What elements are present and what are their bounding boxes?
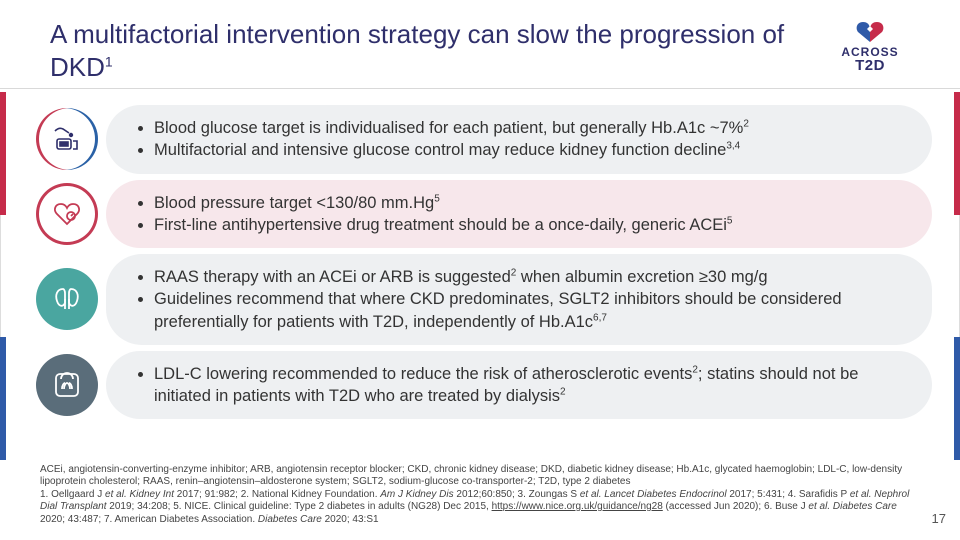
bullet: Blood pressure target <130/80 mm.Hg5 (154, 192, 906, 214)
bullet: LDL-C lowering recommended to reduce the… (154, 363, 906, 408)
row-bar: Blood glucose target is individualised f… (106, 105, 932, 174)
icon-wrap (28, 105, 106, 174)
row-bar: Blood pressure target <130/80 mm.Hg5 Fir… (106, 180, 932, 249)
slide-title: A multifactorial intervention strategy c… (50, 18, 800, 83)
bullet: First-line antihypertensive drug treatme… (154, 214, 906, 236)
row-glucose: Blood glucose target is individualised f… (28, 105, 932, 174)
row-raas: RAAS therapy with an ACEi or ARB is sugg… (28, 254, 932, 345)
bullet: Blood glucose target is individualised f… (154, 117, 906, 139)
scale-icon (36, 354, 98, 416)
bullet-list: LDL-C lowering recommended to reduce the… (132, 363, 906, 408)
bullet-list: Blood glucose target is individualised f… (132, 117, 906, 162)
slide: A multifactorial intervention strategy c… (0, 0, 960, 540)
right-accent-bar (954, 92, 960, 460)
row-bar: RAAS therapy with an ACEi or ARB is sugg… (106, 254, 932, 345)
icon-wrap (28, 180, 106, 249)
glucose-icon (36, 108, 98, 170)
bullet-list: RAAS therapy with an ACEi or ARB is sugg… (132, 266, 906, 333)
header-divider (0, 88, 960, 89)
row-ldl: LDL-C lowering recommended to reduce the… (28, 351, 932, 420)
heart-pressure-icon (36, 183, 98, 245)
bullet: Guidelines recommend that where CKD pred… (154, 288, 906, 333)
bullet-list: Blood pressure target <130/80 mm.Hg5 Fir… (132, 192, 906, 237)
page-number: 17 (932, 511, 946, 526)
left-accent-bar (0, 92, 6, 460)
logo-text-2: T2D (855, 58, 885, 73)
bullet: RAAS therapy with an ACEi or ARB is sugg… (154, 266, 906, 288)
kidney-icon (36, 268, 98, 330)
header: A multifactorial intervention strategy c… (0, 0, 960, 93)
icon-wrap (28, 254, 106, 345)
row-bp: Blood pressure target <130/80 mm.Hg5 Fir… (28, 180, 932, 249)
bullet: Multifactorial and intensive glucose con… (154, 139, 906, 161)
brand-logo: ACROSS T2D (820, 18, 920, 73)
footnotes: ACEi, angiotensin-converting-enzyme inhi… (40, 464, 920, 527)
row-bar: LDL-C lowering recommended to reduce the… (106, 351, 932, 420)
icon-wrap (28, 351, 106, 420)
content-rows: Blood glucose target is individualised f… (0, 105, 960, 419)
heart-logo-icon (853, 18, 887, 44)
